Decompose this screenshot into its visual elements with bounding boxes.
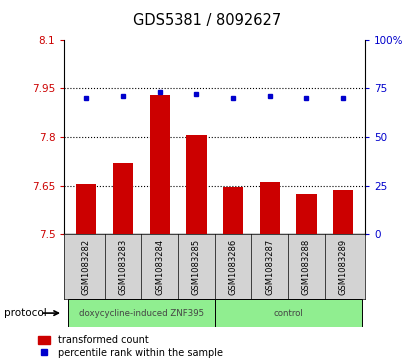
Text: GSM1083289: GSM1083289 xyxy=(339,239,348,295)
Bar xyxy=(296,194,317,234)
Bar xyxy=(68,299,215,327)
Text: GSM1083288: GSM1083288 xyxy=(302,239,311,295)
Bar xyxy=(223,187,243,234)
Text: doxycycline-induced ZNF395: doxycycline-induced ZNF395 xyxy=(79,309,204,318)
Bar xyxy=(333,191,353,234)
Text: GSM1083286: GSM1083286 xyxy=(229,239,238,295)
Text: control: control xyxy=(273,309,303,318)
Text: GSM1083283: GSM1083283 xyxy=(119,239,127,295)
Legend: transformed count, percentile rank within the sample: transformed count, percentile rank withi… xyxy=(38,335,222,358)
Bar xyxy=(113,163,133,234)
Text: GSM1083282: GSM1083282 xyxy=(82,239,91,295)
Bar xyxy=(260,182,280,234)
Text: GSM1083285: GSM1083285 xyxy=(192,239,201,295)
Text: protocol: protocol xyxy=(4,308,47,318)
Bar xyxy=(186,135,207,234)
Bar xyxy=(215,299,361,327)
Text: GSM1083284: GSM1083284 xyxy=(155,239,164,295)
Bar xyxy=(150,95,170,234)
Text: GSM1083287: GSM1083287 xyxy=(265,239,274,295)
Text: GDS5381 / 8092627: GDS5381 / 8092627 xyxy=(133,13,282,28)
Bar xyxy=(76,184,96,234)
